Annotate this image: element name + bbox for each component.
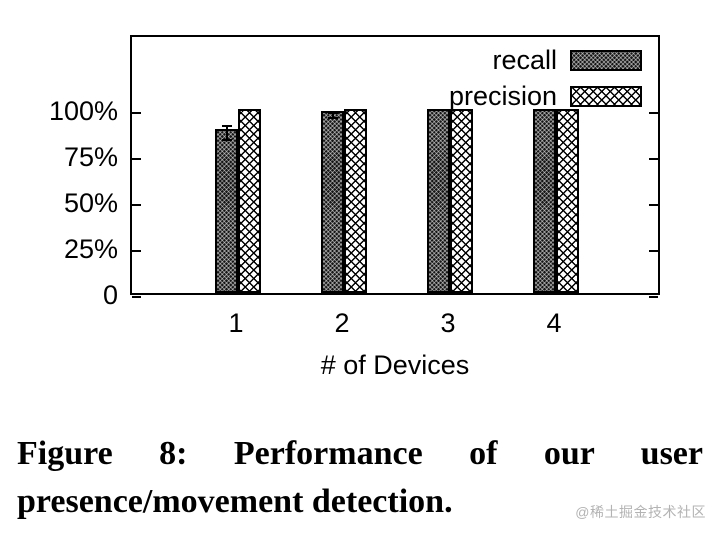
- y-tick-mark: [132, 203, 141, 206]
- error-bar: [225, 125, 228, 141]
- error-bar-cap: [327, 117, 338, 120]
- error-bar-cap: [327, 111, 338, 114]
- y-tick-mark: [132, 249, 141, 252]
- chart-legend: recall precision: [449, 45, 642, 111]
- x-tick-label: 1: [228, 308, 244, 338]
- bar-recall: [427, 108, 450, 293]
- y-tick-label: 25%: [63, 233, 118, 264]
- y-tick-label: 0: [102, 280, 118, 310]
- y-tick-mark: [132, 296, 141, 298]
- y-tick-mark: [649, 157, 658, 160]
- x-axis-title: # of Devices: [320, 350, 470, 380]
- y-tick-label: 75%: [63, 141, 118, 172]
- y-tick-label: 50%: [63, 187, 118, 218]
- x-tick-label: 2: [334, 308, 350, 338]
- bar-recall: [321, 111, 344, 293]
- y-tick-mark: [132, 111, 141, 114]
- legend-swatch-recall: [570, 49, 642, 71]
- bar-precision: [450, 108, 473, 293]
- bar-chart: recall precision # of Devices 0 25% 50% 75% 1…: [48, 35, 660, 380]
- error-bar-cap: [221, 139, 232, 142]
- y-tick-mark: [649, 296, 658, 298]
- error-bar-cap: [221, 124, 232, 127]
- legend-item: precision: [449, 81, 642, 111]
- watermark: @稀土掘金技术社区: [575, 504, 706, 520]
- bar-recall: [215, 128, 238, 293]
- y-tick-label: 100%: [48, 95, 118, 126]
- bar-precision: [344, 108, 367, 293]
- bar-precision: [556, 108, 579, 293]
- error-bar: [331, 112, 334, 119]
- legend-label: recall: [492, 45, 557, 75]
- legend-item: recall: [449, 45, 642, 75]
- bar-precision: [238, 108, 261, 293]
- legend-label: precision: [448, 81, 557, 111]
- plot-area: recall precision: [130, 35, 660, 298]
- y-tick-mark: [649, 203, 658, 206]
- figure-caption: Figure 8: Performance of our user presen…: [17, 435, 703, 520]
- legend-swatch-precision: [570, 85, 642, 107]
- bar-recall: [533, 108, 556, 293]
- y-tick-mark: [649, 249, 658, 252]
- y-tick-mark: [132, 157, 141, 160]
- x-tick-label: 4: [546, 308, 562, 338]
- y-tick-mark: [649, 111, 658, 114]
- x-tick-label: 3: [440, 308, 456, 338]
